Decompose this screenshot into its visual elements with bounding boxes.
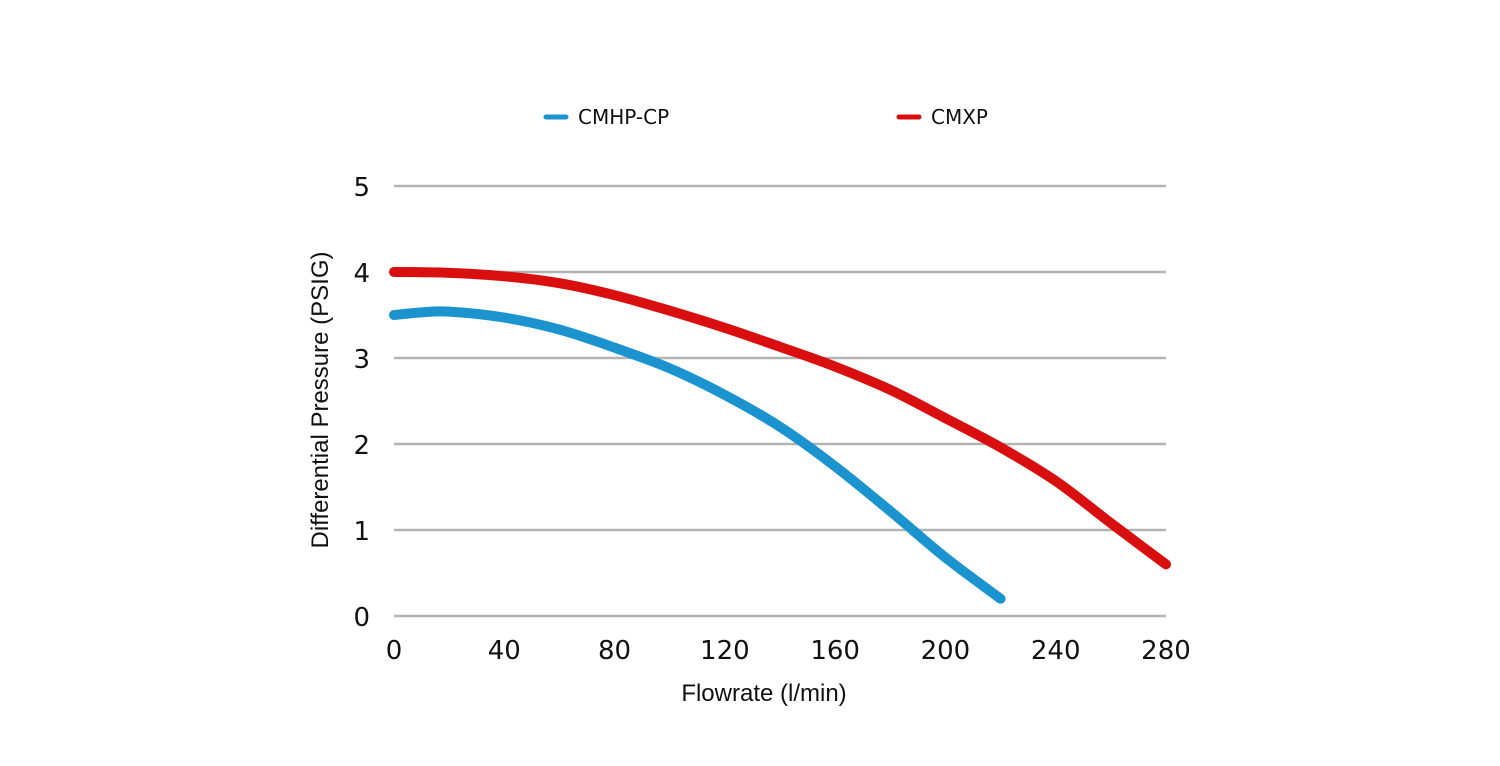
x-tick-label: 0 bbox=[386, 636, 403, 666]
series-lines bbox=[389, 267, 1171, 604]
y-tick-label: 3 bbox=[353, 345, 370, 375]
legend-label-cmhp-cp: CMHP-CP bbox=[578, 105, 669, 129]
y-tick-label: 5 bbox=[353, 173, 370, 203]
x-tick-label: 160 bbox=[810, 636, 860, 666]
x-tick-label: 200 bbox=[921, 636, 971, 666]
x-tick-label: 40 bbox=[488, 636, 521, 666]
x-tick-label: 80 bbox=[598, 636, 631, 666]
y-tick-label: 0 bbox=[353, 603, 370, 633]
x-axis-title: Flowrate (l/min) bbox=[681, 680, 846, 707]
series-line-cmxp bbox=[389, 267, 1171, 570]
legend: CMHP-CP CMXP bbox=[543, 105, 988, 129]
x-axis-ticks: 0 40 80 120 160 200 240 280 bbox=[386, 636, 1191, 666]
y-axis-ticks: 0 1 2 3 4 5 bbox=[353, 173, 370, 633]
y-tick-label: 4 bbox=[353, 259, 370, 289]
x-tick-label: 240 bbox=[1031, 636, 1081, 666]
y-tick-label: 1 bbox=[353, 517, 370, 547]
y-tick-label: 2 bbox=[353, 431, 370, 461]
legend-label-cmxp: CMXP bbox=[931, 105, 988, 129]
series-line-cmhp-cp bbox=[389, 306, 1006, 604]
y-axis-title: Differential Pressure (PSIG) bbox=[307, 252, 334, 549]
x-tick-label: 120 bbox=[700, 636, 750, 666]
x-tick-label: 280 bbox=[1141, 636, 1191, 666]
gridlines bbox=[394, 184, 1166, 618]
